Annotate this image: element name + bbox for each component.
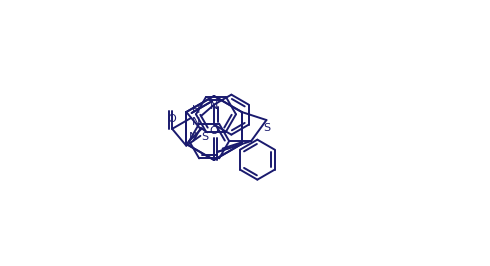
Text: H
N: H N bbox=[192, 105, 200, 127]
Text: S: S bbox=[201, 132, 209, 142]
Text: N: N bbox=[210, 101, 218, 111]
Text: S: S bbox=[263, 123, 270, 133]
Text: O: O bbox=[210, 126, 219, 136]
Text: O: O bbox=[168, 114, 176, 124]
Text: N: N bbox=[189, 132, 197, 142]
